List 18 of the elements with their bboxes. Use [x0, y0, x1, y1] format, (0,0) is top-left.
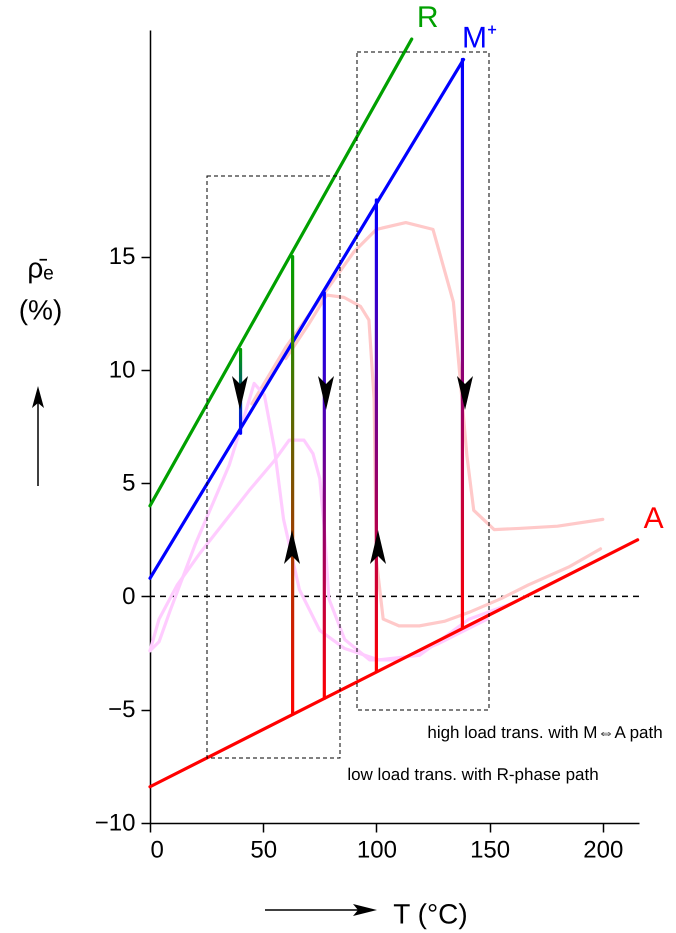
x-tick-label: 100 — [356, 836, 397, 864]
x-axis-title: T (°C) — [393, 898, 468, 930]
annotation: high load trans. with M⇔A path — [427, 723, 663, 742]
annotation: low load trans. with R-phase path — [347, 765, 599, 784]
x-tick-label: 50 — [250, 836, 278, 864]
y-tick-label: 0 — [122, 582, 136, 610]
y-tick-label: 15 — [108, 243, 136, 270]
y-axis-title: ρ̄ₑ (%) — [18, 252, 62, 326]
y-tick-label: −5 — [108, 696, 136, 724]
x-tick-label: 0 — [150, 836, 164, 864]
x-tick-label: 150 — [470, 836, 510, 864]
y-tick-label: 10 — [108, 356, 136, 384]
series-label: M⁺ — [462, 21, 498, 54]
series-label: A — [644, 502, 664, 535]
x-tick-label: 200 — [583, 836, 624, 864]
y-tick-label: 5 — [122, 470, 136, 497]
series-label: R — [416, 1, 439, 34]
y-tick-label: −10 — [94, 810, 136, 836]
